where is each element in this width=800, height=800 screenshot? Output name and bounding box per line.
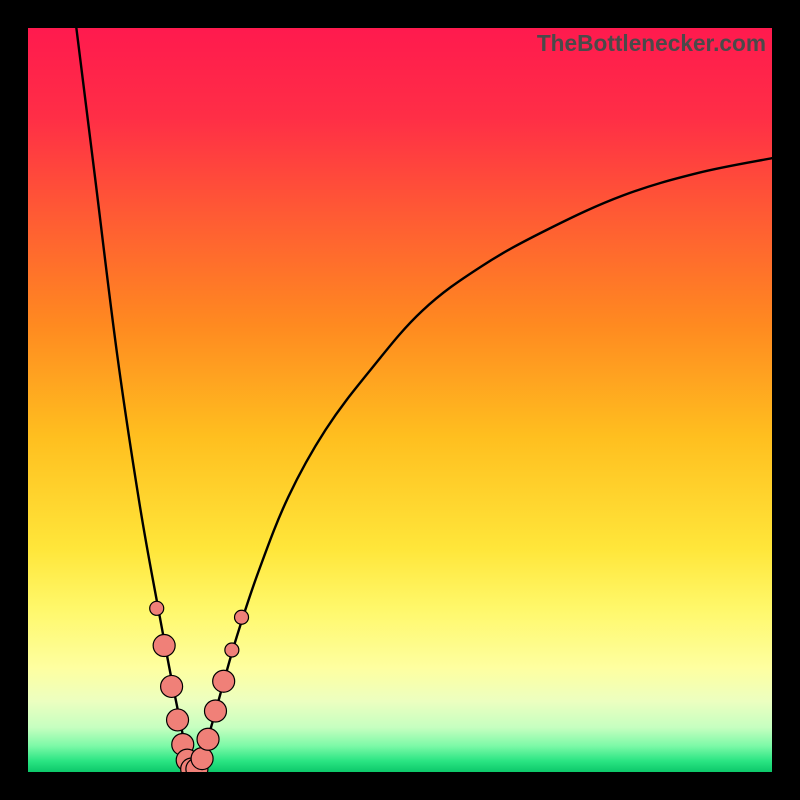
plot-area xyxy=(28,28,772,772)
chart-frame: TheBottlenecker.com xyxy=(0,0,800,800)
curve-layer xyxy=(28,28,772,772)
data-marker xyxy=(235,610,249,624)
data-marker xyxy=(204,700,226,722)
data-marker xyxy=(225,643,239,657)
watermark-label: TheBottlenecker.com xyxy=(537,30,766,57)
data-marker xyxy=(153,635,175,657)
data-marker xyxy=(150,601,164,615)
data-marker xyxy=(191,748,213,770)
curve-path xyxy=(76,28,193,772)
data-marker xyxy=(167,709,189,731)
data-marker xyxy=(213,670,235,692)
data-marker xyxy=(161,675,183,697)
curve-path xyxy=(193,158,772,772)
data-marker xyxy=(197,728,219,750)
